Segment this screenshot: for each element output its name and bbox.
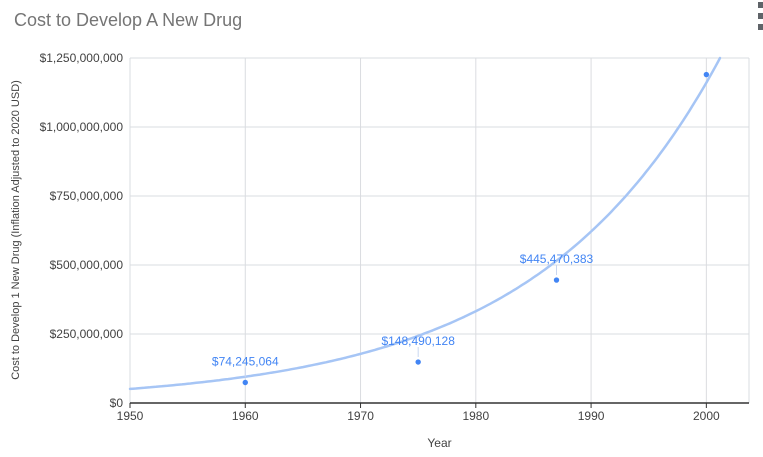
data-point[interactable]: [242, 379, 248, 386]
y-tick-label: $500,000,000: [50, 258, 124, 272]
ellipsis-dot: [758, 13, 763, 19]
ellipsis-dot: [758, 24, 763, 30]
y-tick-label: $750,000,000: [50, 189, 124, 203]
x-tick-label: 2000: [693, 409, 720, 423]
point-value-label: $74,245,064: [212, 355, 279, 369]
x-tick-label: 1950: [117, 409, 144, 423]
y-tick-label: $1,250,000,000: [40, 51, 124, 65]
data-point[interactable]: [703, 71, 710, 78]
trendline: [128, 56, 722, 391]
x-tick-label: 1960: [232, 409, 259, 423]
x-tick-label: 1970: [347, 409, 374, 423]
y-axis-title: Cost to Develop 1 New Drug (Inflation Ad…: [10, 80, 22, 380]
y-tick-label: $0: [110, 396, 124, 410]
vertical-ellipsis-icon[interactable]: [758, 2, 763, 35]
x-tick-label: 1990: [578, 409, 605, 423]
point-value-label: $148,490,128: [381, 334, 455, 348]
chart-title: Cost to Develop A New Drug: [14, 10, 243, 30]
x-tick-label: 1980: [462, 409, 489, 423]
data-point[interactable]: [415, 359, 421, 365]
data-point[interactable]: [553, 277, 560, 283]
y-tick-label: $250,000,000: [50, 327, 124, 341]
ellipsis-dot: [758, 2, 763, 8]
y-tick-label: $1,000,000,000: [40, 120, 124, 134]
x-axis-title: Year: [427, 436, 452, 450]
point-value-label: $445,470,383: [520, 252, 594, 266]
